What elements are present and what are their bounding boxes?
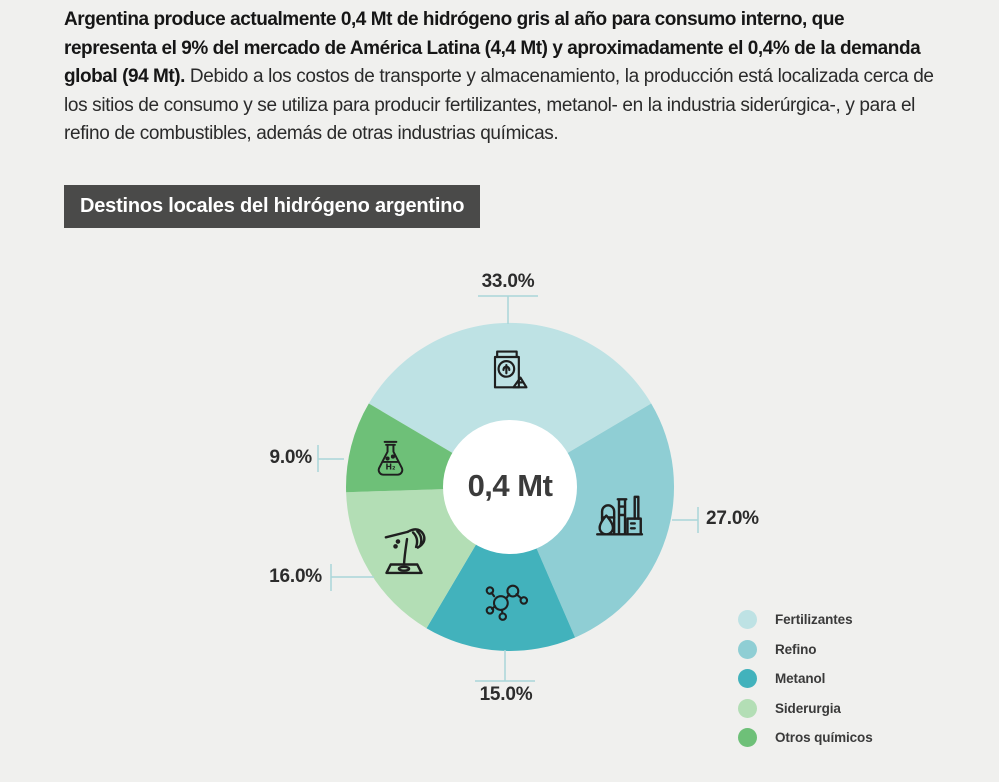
legend-dot-otros-quimicos bbox=[738, 728, 757, 747]
callout-line-fertilizantes bbox=[478, 295, 538, 324]
intro-bold-text: Argentina produce actualmente 0,4 Mt de … bbox=[64, 9, 921, 87]
section-title: Destinos locales del hidrógeno argentino bbox=[80, 195, 465, 217]
donut-slice-refino bbox=[510, 403, 675, 638]
chart-legend: Fertilizantes Refino Metanol Siderurgia … bbox=[738, 610, 873, 758]
legend-label: Siderurgia bbox=[775, 700, 841, 716]
section-title-banner: Destinos locales del hidrógeno argentino bbox=[64, 185, 481, 228]
donut-slice-metanol bbox=[426, 487, 576, 652]
flask-icon: H₂ bbox=[367, 436, 414, 483]
legend-dot-refino bbox=[738, 639, 757, 659]
legend-label: Metanol bbox=[775, 671, 826, 686]
legend-label: Refino bbox=[775, 641, 817, 657]
legend-item-metanol: Metanol bbox=[738, 669, 873, 688]
callout-line-siderurgia bbox=[330, 564, 374, 591]
fertilizer-bag-icon bbox=[482, 344, 534, 396]
slice-value-label-refino: 27.0% bbox=[706, 508, 759, 529]
legend-dot-siderurgia bbox=[738, 698, 757, 718]
donut-center-label: 0,4 Mt bbox=[467, 468, 553, 503]
slice-value-label-fertilizantes: 33.0% bbox=[481, 271, 535, 292]
callout-line-otros-quimicos bbox=[317, 445, 344, 472]
slice-value-label-metanol: 15.0% bbox=[479, 684, 533, 705]
intro-paragraph: Argentina produce actualmente 0,4 Mt de … bbox=[64, 6, 940, 149]
slice-value-label-siderurgia: 16.0% bbox=[269, 566, 322, 587]
legend-item-otros-quimicos: Otros químicos bbox=[738, 728, 873, 747]
callout-lines bbox=[317, 295, 699, 682]
legend-item-fertilizantes: Fertilizantes bbox=[738, 610, 873, 629]
intro-regular-text: Debido a los costos de transporte y alma… bbox=[64, 66, 934, 144]
refinery-icon bbox=[590, 486, 648, 544]
legend-item-refino: Refino bbox=[738, 639, 873, 659]
metal-casting-icon bbox=[375, 521, 433, 579]
donut-hole bbox=[443, 420, 577, 554]
molecule-icon bbox=[479, 577, 529, 627]
donut-slice-fertilizantes bbox=[368, 322, 652, 487]
svg-text:H₂: H₂ bbox=[386, 462, 396, 471]
legend-item-siderurgia: Siderurgia bbox=[738, 698, 873, 718]
legend-label: Fertilizantes bbox=[775, 612, 853, 627]
donut-slices bbox=[346, 322, 675, 652]
legend-dot-metanol bbox=[738, 669, 757, 688]
callout-line-metanol bbox=[475, 650, 535, 682]
slice-value-label-otros-quimicos: 9.0% bbox=[269, 447, 312, 468]
legend-dot-fertilizantes bbox=[738, 610, 757, 629]
callout-line-refino bbox=[672, 507, 699, 533]
legend-label: Otros químicos bbox=[775, 730, 873, 745]
